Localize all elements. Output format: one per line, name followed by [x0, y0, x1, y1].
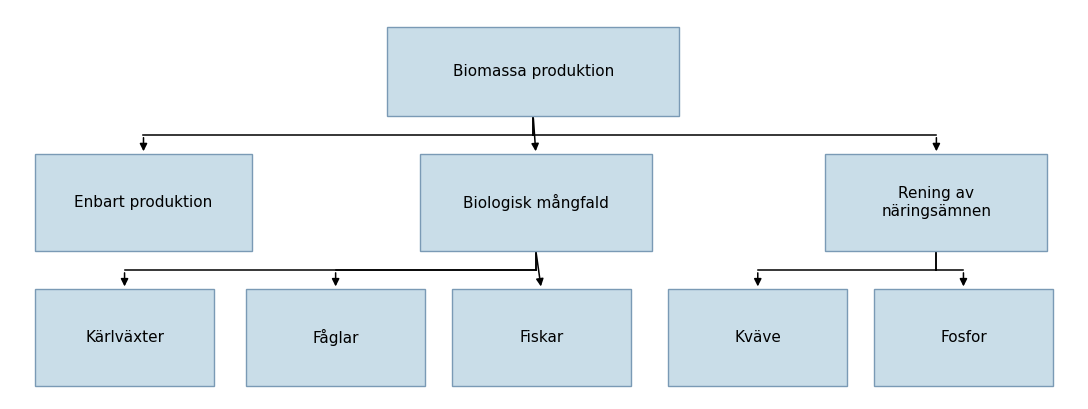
Text: Enbart produktion: Enbart produktion — [74, 195, 212, 210]
FancyBboxPatch shape — [668, 289, 848, 386]
Text: Fiskar: Fiskar — [519, 330, 564, 345]
Text: Kväve: Kväve — [734, 330, 781, 345]
Text: Biologisk mångfald: Biologisk mångfald — [463, 194, 609, 211]
Text: Fåglar: Fåglar — [312, 329, 359, 346]
FancyBboxPatch shape — [387, 27, 679, 116]
Text: Biomassa produktion: Biomassa produktion — [453, 64, 614, 79]
FancyBboxPatch shape — [35, 289, 214, 386]
FancyBboxPatch shape — [826, 154, 1048, 251]
FancyBboxPatch shape — [420, 154, 652, 251]
FancyBboxPatch shape — [452, 289, 631, 386]
Text: Rening av
näringsämnen: Rening av näringsämnen — [881, 186, 991, 219]
Text: Fosfor: Fosfor — [940, 330, 987, 345]
FancyBboxPatch shape — [246, 289, 425, 386]
FancyBboxPatch shape — [874, 289, 1053, 386]
FancyBboxPatch shape — [35, 154, 251, 251]
Text: Kärlväxter: Kärlväxter — [85, 330, 164, 345]
